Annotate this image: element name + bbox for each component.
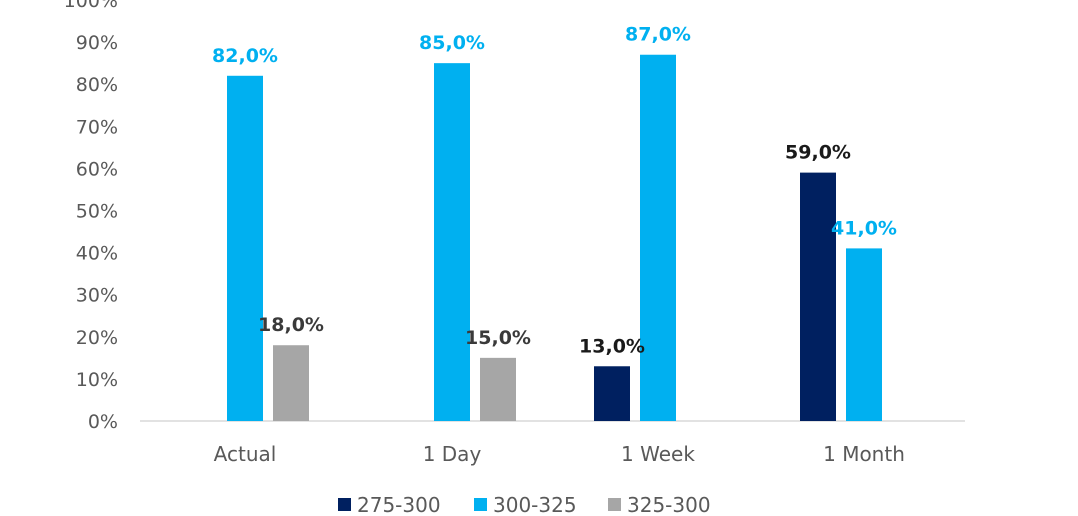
bar-275-300-1-month [800, 172, 836, 421]
y-tick-label: 10% [76, 369, 118, 391]
y-tick-label: 0% [88, 411, 118, 433]
y-tick-label: 40% [76, 243, 118, 265]
bar-325-300-actual [273, 345, 309, 421]
y-tick-label: 50% [76, 201, 118, 223]
x-tick-label: 1 Month [823, 442, 905, 466]
legend-swatch [338, 498, 351, 511]
data-label: 82,0% [212, 45, 278, 67]
data-label: 87,0% [625, 24, 691, 46]
y-tick-label: 20% [76, 327, 118, 349]
y-tick-label: 60% [76, 158, 118, 180]
legend-label: 275-300 [357, 493, 441, 516]
y-tick-label: 90% [76, 32, 118, 54]
y-tick-label: 30% [76, 285, 118, 307]
data-label: 41,0% [831, 217, 897, 239]
data-label: 15,0% [465, 327, 531, 349]
x-tick-label: 1 Day [423, 442, 482, 466]
data-labels: 13,0% 59,0% 82,0% 85,0% 87,0% 41,0% 18,0% 15,0% [212, 24, 897, 358]
y-tick-label: 80% [76, 74, 118, 96]
bar-300-325-actual [227, 75, 263, 421]
legend: 275-300 300-325 325-300 [338, 493, 711, 516]
y-tick-label: 100% [64, 0, 118, 12]
legend-swatch [474, 498, 487, 511]
bar-300-325-1-week [640, 54, 676, 421]
data-label: 18,0% [258, 314, 324, 336]
bar-300-325-1-month [846, 248, 882, 421]
bars [227, 54, 882, 422]
data-label: 13,0% [579, 335, 645, 357]
bar-300-325-1-day [434, 63, 470, 422]
y-tick-label: 70% [76, 116, 118, 138]
x-tick-label: 1 Week [621, 442, 695, 466]
legend-label: 325-300 [627, 493, 711, 516]
data-label: 85,0% [419, 32, 485, 54]
x-axis: Actual 1 Day 1 Week 1 Month [214, 442, 905, 466]
legend-swatch [608, 498, 621, 511]
bar-275-300-1-week [594, 366, 630, 421]
data-label: 59,0% [785, 142, 851, 164]
bar-325-300-1-day [480, 357, 516, 421]
x-tick-label: Actual [214, 442, 277, 466]
y-axis: 0% 10% 20% 30% 40% 50% 60% 70% 80% 90% 100% [64, 0, 118, 433]
legend-label: 300-325 [493, 493, 577, 516]
